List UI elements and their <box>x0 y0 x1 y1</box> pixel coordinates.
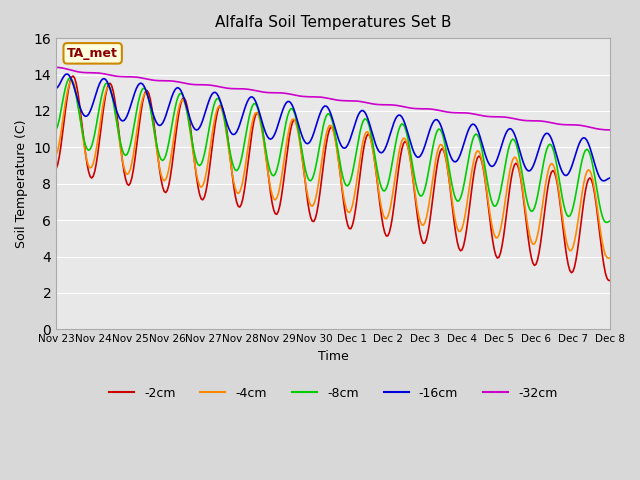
Title: Alfalfa Soil Temperatures Set B: Alfalfa Soil Temperatures Set B <box>215 15 451 30</box>
-32cm <box>575 122 583 128</box>
-32cm <box>236 86 244 92</box>
-32cm <box>52 64 60 70</box>
-2cm <box>69 73 77 79</box>
-32cm <box>294 93 302 99</box>
-8cm <box>122 153 129 158</box>
Text: TA_met: TA_met <box>67 47 118 60</box>
-2cm <box>246 140 254 145</box>
Line: -32cm: -32cm <box>56 67 610 130</box>
X-axis label: Time: Time <box>317 350 348 363</box>
-16cm <box>606 175 614 181</box>
-4cm <box>246 128 254 134</box>
Line: -4cm: -4cm <box>56 81 610 258</box>
-4cm <box>605 255 612 261</box>
Line: -16cm: -16cm <box>56 74 610 181</box>
-4cm <box>237 185 245 191</box>
-2cm <box>296 137 304 143</box>
-16cm <box>63 71 71 77</box>
-2cm <box>577 223 584 228</box>
-16cm <box>122 116 129 121</box>
-8cm <box>606 218 614 224</box>
-8cm <box>237 156 245 162</box>
-4cm <box>68 78 76 84</box>
-4cm <box>577 200 584 205</box>
-32cm <box>245 86 253 92</box>
-4cm <box>52 152 60 157</box>
-8cm <box>246 108 254 114</box>
-8cm <box>603 219 611 225</box>
Line: -8cm: -8cm <box>56 78 610 222</box>
-32cm <box>218 84 225 90</box>
-2cm <box>606 278 614 284</box>
-4cm <box>606 255 614 261</box>
-32cm <box>606 127 614 133</box>
-2cm <box>219 106 227 111</box>
Y-axis label: Soil Temperature (C): Soil Temperature (C) <box>15 120 28 248</box>
-8cm <box>52 127 60 132</box>
-2cm <box>122 176 129 182</box>
-16cm <box>52 85 60 91</box>
-16cm <box>296 127 304 132</box>
-4cm <box>122 169 129 175</box>
-16cm <box>577 138 584 144</box>
-8cm <box>219 108 227 114</box>
-16cm <box>219 106 227 112</box>
-4cm <box>219 110 227 116</box>
Legend: -2cm, -4cm, -8cm, -16cm, -32cm: -2cm, -4cm, -8cm, -16cm, -32cm <box>104 382 563 405</box>
-32cm <box>120 74 128 80</box>
-16cm <box>237 117 245 123</box>
-2cm <box>52 166 60 171</box>
-16cm <box>600 178 607 184</box>
-8cm <box>66 75 74 81</box>
-8cm <box>296 136 304 142</box>
Line: -2cm: -2cm <box>56 76 610 281</box>
-2cm <box>237 202 245 207</box>
-8cm <box>577 164 584 169</box>
-4cm <box>296 141 304 146</box>
-16cm <box>246 94 254 100</box>
